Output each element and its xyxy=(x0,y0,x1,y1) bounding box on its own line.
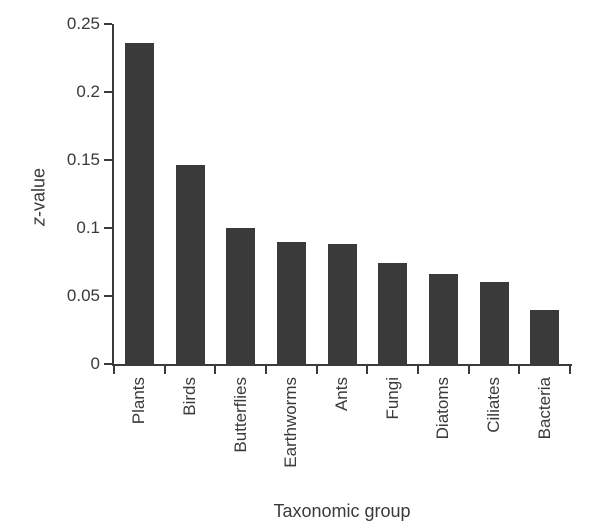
y-axis-tick xyxy=(104,23,112,25)
y-axis-tick xyxy=(104,295,112,297)
x-tick-label-plants: Plants xyxy=(129,377,149,425)
x-axis-tick xyxy=(315,366,318,374)
x-axis-tick xyxy=(467,366,470,374)
bar-ants xyxy=(327,244,357,364)
x-axis-tick xyxy=(163,366,166,374)
x-axis-line xyxy=(112,364,572,366)
y-tick-label-0.2: 0.2 xyxy=(76,82,100,101)
bar-butterflies xyxy=(226,228,256,364)
bar-diatoms xyxy=(428,274,458,364)
x-tick-label-earthworms: Earthworms xyxy=(281,377,301,468)
y-axis-tick xyxy=(104,227,112,229)
y-tick-label-0: 0 xyxy=(90,354,100,373)
y-axis-tick xyxy=(104,91,112,93)
y-tick-label-0.1: 0.1 xyxy=(76,218,100,237)
y-axis-line xyxy=(112,24,114,366)
x-axis-tick xyxy=(569,366,571,374)
y-axis-title: z-value xyxy=(29,168,50,226)
y-tick-label-0.15: 0.15 xyxy=(66,150,100,169)
y-axis-title-rest: -value xyxy=(28,167,49,218)
x-tick-label-fungi: Fungi xyxy=(382,377,402,420)
x-tick-label-birds: Birds xyxy=(180,377,199,416)
x-tick-label-butterflies: Butterflies xyxy=(230,377,250,453)
x-tick-label-bacteria: Bacteria xyxy=(534,377,554,440)
x-axis-tick xyxy=(113,366,115,374)
y-tick-label-0.05: 0.05 xyxy=(66,286,100,305)
bar-birds xyxy=(175,165,205,364)
y-axis-title-italic-part: z xyxy=(28,217,49,227)
y-tick-label-0.25: 0.25 xyxy=(66,14,100,33)
x-tick-label-ants: Ants xyxy=(332,377,351,412)
x-axis-title: Taxonomic group xyxy=(273,501,411,521)
x-axis-tick xyxy=(518,366,521,374)
x-axis-tick xyxy=(417,366,419,374)
x-axis-tick xyxy=(366,366,369,374)
bar-bacteria xyxy=(530,309,560,364)
bar-ciliates xyxy=(479,282,509,364)
bar-plants xyxy=(124,43,154,364)
x-axis-tick xyxy=(265,366,267,374)
x-tick-label-diatoms: Diatoms xyxy=(433,377,453,440)
bar-earthworms xyxy=(276,241,306,364)
y-axis-tick xyxy=(104,159,112,161)
x-axis-tick xyxy=(214,366,217,374)
bar-fungi xyxy=(378,263,408,364)
x-tick-label-ciliates: Ciliates xyxy=(484,377,503,433)
y-axis-tick xyxy=(104,363,112,365)
